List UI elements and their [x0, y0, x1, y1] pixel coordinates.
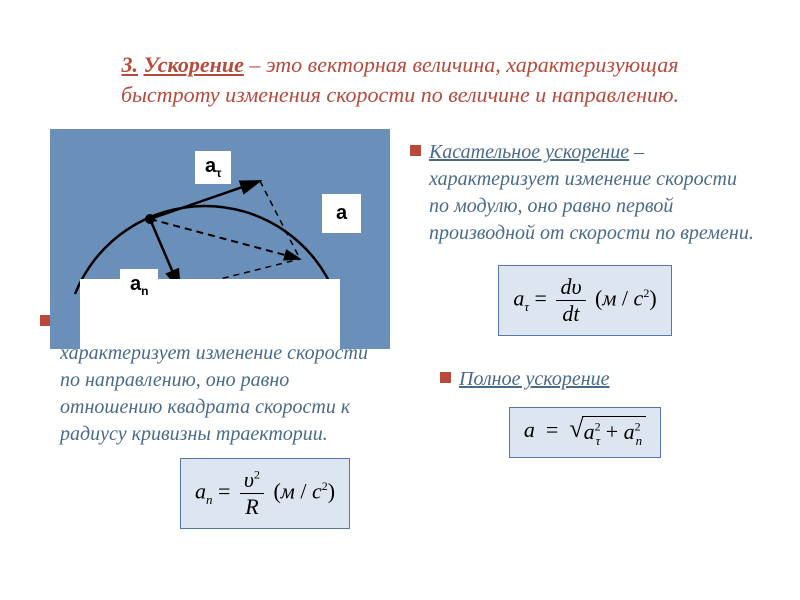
label-a: a: [322, 194, 361, 233]
tangential-heading: Касательное ускорение: [429, 141, 629, 163]
bullet-icon: [410, 145, 421, 156]
tangential-body: характеризует изменение скорости по моду…: [429, 168, 754, 244]
right-column: Касательное ускорение – характеризует из…: [410, 129, 760, 529]
left-column: aτ a an Нормальное ускорение – характери…: [40, 129, 390, 529]
normal-formula: an = υ2 R (м / с2): [40, 458, 390, 529]
title-heading: Ускорение: [144, 52, 244, 77]
tangential-accel-bullet: Касательное ускорение – характеризует из…: [410, 139, 760, 247]
vector-diagram: aτ a an: [50, 129, 390, 349]
normal-body: характеризует изменение скорости по напр…: [40, 340, 390, 448]
bullet-icon: [440, 372, 451, 383]
total-accel-bullet: Полное ускорение: [410, 366, 760, 393]
total-formula: a = √ a2τ + a2n: [410, 407, 760, 457]
slide-title: 3. Ускорение – это векторная величина, х…: [40, 50, 760, 109]
total-heading: Полное ускорение: [459, 368, 610, 390]
title-number: 3.: [122, 52, 139, 77]
label-a-n: an: [120, 269, 158, 302]
tangential-formula: aτ = dυ dt (м / с2): [410, 265, 760, 336]
label-a-tau: aτ: [195, 151, 231, 184]
